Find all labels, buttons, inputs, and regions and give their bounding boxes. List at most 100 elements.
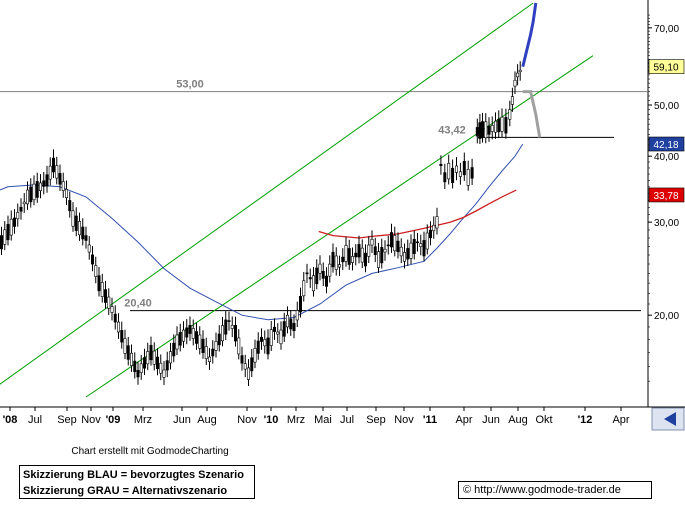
x-tick-label: '10 bbox=[264, 414, 279, 426]
candle-body bbox=[91, 254, 95, 265]
price-tag bbox=[648, 59, 685, 74]
candle-body bbox=[250, 357, 254, 372]
y-tick-label: 40,00 bbox=[654, 152, 679, 163]
candle-body bbox=[58, 173, 62, 185]
candle-body bbox=[159, 362, 163, 374]
candle-body bbox=[48, 165, 52, 180]
candle-body bbox=[16, 212, 20, 220]
candle-body bbox=[240, 355, 244, 364]
x-tick-label: '12 bbox=[578, 414, 593, 426]
x-tick-label: Nov bbox=[81, 414, 101, 426]
recent-candle-body bbox=[497, 118, 501, 133]
chart-svg: 70,0060,0050,0040,0030,0020,00'08JulSepN… bbox=[0, 0, 685, 431]
x-tick-label: Sep bbox=[366, 414, 386, 426]
candle-body bbox=[315, 267, 319, 285]
candle-body bbox=[282, 321, 286, 337]
candle-body bbox=[435, 216, 439, 229]
candle-body bbox=[396, 240, 400, 252]
candle-body bbox=[334, 255, 338, 270]
candle-body bbox=[104, 289, 108, 303]
candle-body bbox=[45, 174, 49, 187]
candle-body bbox=[217, 333, 221, 346]
candle-body bbox=[191, 328, 195, 339]
price-chart: 70,0060,0050,0040,0030,0020,00'08JulSepN… bbox=[0, 0, 685, 431]
candle-body bbox=[68, 200, 72, 212]
price-tag bbox=[648, 187, 685, 203]
candle-body bbox=[360, 247, 364, 263]
candle-body bbox=[42, 180, 46, 187]
candle-body bbox=[78, 221, 82, 236]
candle-body bbox=[428, 229, 432, 239]
candle-body bbox=[110, 306, 114, 313]
candle-body bbox=[363, 252, 367, 267]
y-tick-label: 30,00 bbox=[654, 218, 679, 229]
candle-body bbox=[253, 348, 257, 363]
recent-candle-body bbox=[475, 127, 479, 137]
candle-body bbox=[227, 320, 231, 322]
candle-body bbox=[380, 247, 384, 264]
recent-candle-body bbox=[493, 120, 497, 133]
candle-body bbox=[409, 242, 413, 259]
candle-body bbox=[84, 235, 88, 241]
candle-body bbox=[32, 183, 36, 201]
candle-body bbox=[71, 210, 75, 227]
candle-body bbox=[324, 275, 328, 287]
candle-body bbox=[178, 332, 182, 346]
candle-body bbox=[169, 351, 173, 364]
candle-body bbox=[389, 232, 393, 248]
candle-body bbox=[321, 270, 325, 279]
candle-body bbox=[347, 248, 351, 265]
candle-body bbox=[415, 241, 419, 244]
x-tick-label: Sep bbox=[57, 414, 77, 426]
candle-body bbox=[13, 217, 17, 227]
candle-body bbox=[6, 224, 10, 241]
grey-scenario-path bbox=[522, 90, 542, 138]
price-tag-label: 42,18 bbox=[653, 140, 678, 151]
candle-body bbox=[65, 188, 69, 199]
candle-body bbox=[311, 275, 315, 292]
candle-body bbox=[55, 165, 59, 179]
candle-body bbox=[81, 226, 85, 240]
candle-body bbox=[451, 167, 455, 183]
candle-body bbox=[376, 251, 380, 268]
candle-body bbox=[276, 331, 280, 335]
candle-body bbox=[422, 240, 426, 257]
candle-body bbox=[94, 265, 98, 277]
candle-body bbox=[211, 348, 215, 357]
x-tick-label: '08 bbox=[3, 414, 18, 426]
level-label: 43,42 bbox=[438, 124, 466, 136]
candle-body bbox=[285, 314, 289, 328]
candle-body bbox=[386, 244, 390, 247]
candle-body bbox=[237, 337, 241, 355]
candle-body bbox=[289, 318, 293, 330]
candle-body bbox=[214, 341, 218, 351]
candle-body bbox=[113, 313, 117, 323]
legend-blue-scenario: Skizzierung BLAU = bevorzugtes Szenario bbox=[23, 469, 244, 481]
candle-body bbox=[74, 215, 78, 231]
candle-body bbox=[462, 161, 466, 176]
candle-body bbox=[143, 357, 147, 369]
recent-candle-body bbox=[500, 116, 504, 132]
trend-channel-line bbox=[0, 2, 534, 385]
recent-candle-body bbox=[490, 125, 494, 132]
copyright-link[interactable]: © http://www.godmode-trader.de bbox=[458, 481, 652, 499]
candle-body bbox=[107, 296, 111, 309]
candle-body bbox=[373, 246, 377, 255]
candle-body bbox=[38, 182, 42, 192]
candle-body bbox=[266, 337, 270, 355]
candle-body bbox=[308, 277, 312, 280]
candle-body bbox=[146, 351, 150, 365]
x-tick-label: Nov bbox=[237, 414, 257, 426]
candle-body bbox=[425, 232, 429, 250]
candle-body bbox=[292, 322, 296, 331]
x-tick-label: Apr bbox=[455, 414, 472, 426]
x-tick-label: Aug bbox=[197, 414, 217, 426]
candle-body bbox=[133, 360, 137, 373]
candle-body bbox=[9, 218, 13, 236]
x-tick-label: Jun bbox=[173, 414, 191, 426]
candle-body bbox=[443, 172, 447, 183]
legend-grey-scenario: Skizzierung GRAU = Alternativszenario bbox=[23, 485, 228, 497]
candle-body bbox=[120, 330, 124, 343]
candle-body bbox=[357, 244, 361, 258]
candle-body bbox=[350, 256, 354, 263]
